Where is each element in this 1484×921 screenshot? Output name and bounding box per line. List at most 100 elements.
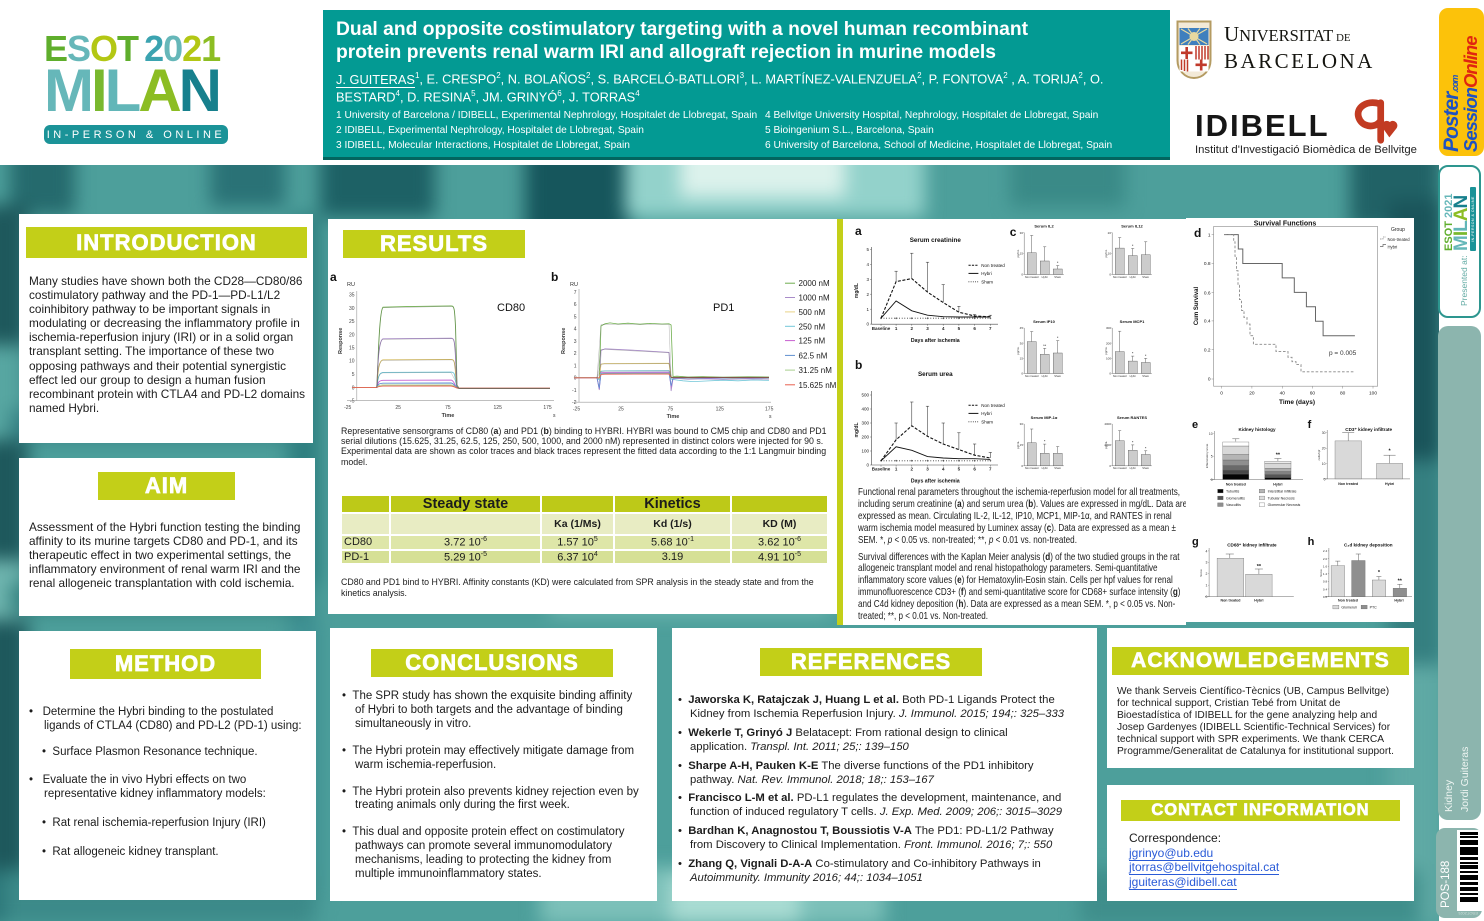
svg-text:3: 3 (866, 277, 869, 282)
svg-text:500 nM: 500 nM (799, 308, 826, 317)
svg-text:3: 3 (926, 467, 929, 472)
svg-text:Days after ischemia: Days after ischemia (911, 479, 960, 485)
svg-text:Non treated: Non treated (1338, 599, 1358, 603)
svg-text:10: 10 (1108, 252, 1112, 256)
svg-text:75: 75 (668, 407, 674, 413)
svg-text:Vasculitis: Vasculitis (1226, 503, 1241, 507)
svg-text:Days after ischemia: Days after ischemia (911, 338, 960, 344)
svg-text:0: 0 (1206, 595, 1208, 599)
svg-text:0.4: 0.4 (1204, 319, 1211, 325)
svg-text:175: 175 (765, 407, 774, 413)
svg-text:RU: RU (570, 282, 578, 288)
svg-text:Response: Response (561, 328, 567, 354)
svg-text:Hybri: Hybri (1385, 482, 1394, 486)
svg-text:*: * (1044, 439, 1046, 444)
svg-text:2000 nM: 2000 nM (799, 279, 830, 288)
svg-text:f: f (1308, 419, 1312, 431)
svg-text:*: * (1145, 445, 1147, 450)
svg-text:Non treated: Non treated (1338, 482, 1358, 486)
svg-text:15: 15 (1020, 252, 1024, 256)
svg-text:7: 7 (574, 290, 577, 296)
svg-text:1: 1 (574, 363, 577, 369)
svg-text:Hybri: Hybri (1130, 275, 1136, 279)
svg-text:Time: Time (667, 414, 680, 420)
svg-text:Non treated: Non treated (1025, 466, 1039, 470)
svg-text:Serum creatinine: Serum creatinine (910, 237, 962, 244)
svg-text:80: 80 (1340, 391, 1346, 397)
svg-text:1: 1 (1206, 584, 1208, 588)
svg-text:0: 0 (1021, 464, 1023, 468)
svg-text:15: 15 (1020, 357, 1024, 361)
svg-text:0.2: 0.2 (1204, 347, 1211, 353)
svg-text:30: 30 (1322, 431, 1326, 435)
svg-text:5: 5 (1211, 455, 1213, 459)
svg-text:25: 25 (618, 407, 624, 413)
svg-text:1.2: 1.2 (1323, 572, 1328, 576)
svg-text:1: 1 (1208, 232, 1211, 238)
svg-text:**: ** (1043, 343, 1047, 348)
svg-text:6: 6 (973, 467, 976, 472)
svg-text:Tubulitis: Tubulitis (1226, 490, 1239, 494)
svg-text:3: 3 (1206, 561, 1208, 565)
svg-text:Hybri: Hybri (1130, 466, 1136, 470)
svg-text:Non treated: Non treated (1113, 374, 1127, 378)
svg-text:Cum Survival: Cum Survival (1194, 287, 1200, 326)
svg-text:C₄d kidney deposition: C₄d kidney deposition (1344, 543, 1393, 548)
svg-text:0: 0 (866, 463, 869, 468)
svg-text:35: 35 (349, 293, 355, 299)
svg-text:Hybri: Hybri (1042, 275, 1048, 279)
svg-text:0: 0 (1220, 391, 1223, 397)
svg-text:mg/dL: mg/dL (854, 283, 860, 298)
svg-text:a: a (330, 270, 337, 284)
svg-text:Sham: Sham (1054, 275, 1061, 279)
svg-text:Serum urea: Serum urea (918, 371, 953, 378)
svg-text:b: b (551, 270, 558, 284)
svg-text:0: 0 (574, 376, 577, 382)
svg-text:Baseline: Baseline (872, 467, 891, 472)
svg-text:Time (days): Time (days) (1279, 399, 1315, 406)
svg-text:100: 100 (1369, 391, 1377, 397)
svg-text:0: 0 (1208, 377, 1211, 383)
svg-text:45: 45 (1020, 326, 1024, 330)
svg-text:Score: Score (1319, 569, 1323, 577)
svg-text:1.6: 1.6 (1323, 565, 1328, 569)
svg-text:cells/hpf: cells/hpf (1317, 450, 1321, 461)
svg-text:g: g (1192, 536, 1199, 548)
svg-text:4: 4 (574, 327, 577, 333)
svg-text:4000: 4000 (1104, 422, 1111, 426)
svg-text:30: 30 (1020, 422, 1024, 426)
svg-text:0: 0 (1021, 273, 1023, 277)
svg-text:0.8: 0.8 (1204, 261, 1211, 267)
svg-text:60: 60 (1310, 391, 1316, 397)
svg-text:Non treated: Non treated (1025, 374, 1039, 378)
svg-text:CD80: CD80 (497, 302, 525, 314)
svg-text:25: 25 (349, 319, 355, 325)
svg-text:15.625 nM: 15.625 nM (799, 381, 837, 390)
svg-text:Non treated: Non treated (1221, 599, 1241, 603)
svg-text:1000 nM: 1000 nM (799, 294, 830, 303)
svg-text:0: 0 (1109, 464, 1111, 468)
svg-text:30: 30 (349, 306, 355, 312)
svg-text:RU: RU (347, 282, 355, 288)
svg-text:0: 0 (1324, 477, 1326, 481)
svg-text:0: 0 (1109, 273, 1111, 277)
svg-text:**: ** (1257, 564, 1262, 570)
svg-text:Non treated: Non treated (981, 263, 1005, 268)
svg-text:Serum MCP1: Serum MCP1 (1120, 319, 1145, 324)
svg-text:mg/dL: mg/dL (854, 423, 860, 438)
svg-text:0.4: 0.4 (1323, 587, 1328, 591)
svg-text:7: 7 (989, 467, 992, 472)
svg-text:pg/mL: pg/mL (1016, 441, 1020, 449)
svg-text:20: 20 (349, 332, 355, 338)
svg-text:Sham: Sham (981, 419, 993, 424)
svg-text:CD3⁺ kidney infiltrate: CD3⁺ kidney infiltrate (1345, 427, 1392, 432)
svg-text:30: 30 (1020, 341, 1024, 345)
svg-text:25: 25 (395, 405, 401, 411)
svg-text:pg/mL: pg/mL (1016, 346, 1020, 354)
svg-text:2: 2 (911, 467, 914, 472)
svg-text:**: ** (1276, 453, 1281, 459)
svg-text:20: 20 (1322, 447, 1326, 451)
svg-text:Serum IL2: Serum IL2 (1034, 224, 1054, 229)
svg-text:Non treated: Non treated (1226, 483, 1246, 487)
svg-text:15: 15 (1020, 443, 1024, 447)
